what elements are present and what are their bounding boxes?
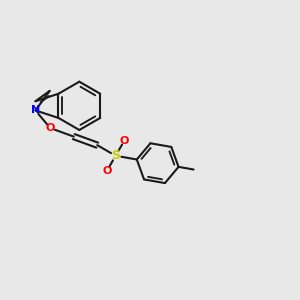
Text: N: N [31,105,40,116]
Text: O: O [102,166,112,176]
Text: O: O [46,123,55,133]
Text: O: O [119,136,129,146]
Text: S: S [111,149,120,162]
